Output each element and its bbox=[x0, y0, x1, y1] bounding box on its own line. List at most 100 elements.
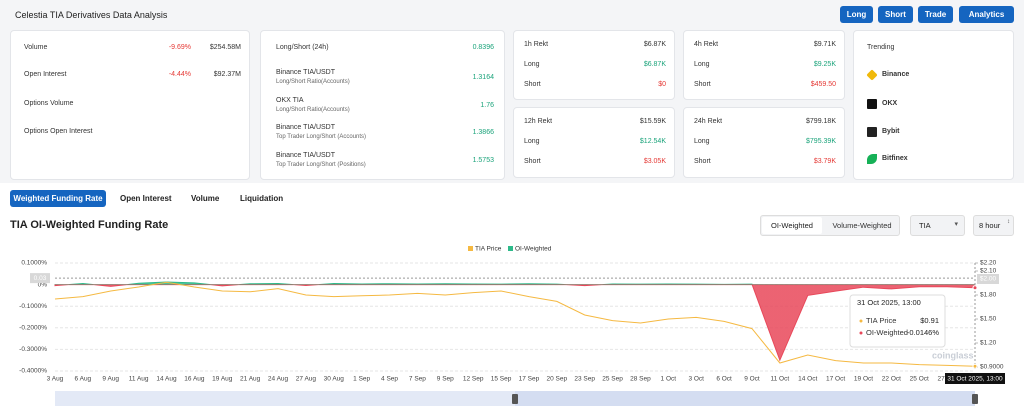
exchange-name[interactable]: Binance bbox=[882, 71, 910, 78]
crosshair-label-bg bbox=[977, 274, 999, 284]
y-tick-label: 0.1000% bbox=[21, 260, 47, 267]
exchange-icon bbox=[867, 127, 877, 137]
ratio-value: 0.8396 bbox=[472, 44, 494, 51]
rekt-short: $3.79K bbox=[813, 158, 836, 165]
x-tick-label: 21 Aug bbox=[240, 376, 261, 383]
hover-dot bbox=[972, 285, 978, 291]
exchange-icon bbox=[867, 99, 877, 109]
tooltip: 31 Oct 2025, 13:00 TIA Price $0.91 OI-Weigh… bbox=[849, 294, 946, 348]
tooltip-box bbox=[849, 294, 946, 348]
tab[interactable]: Open Interest bbox=[120, 194, 172, 203]
nav-button[interactable]: Long bbox=[840, 6, 873, 23]
nav-button[interactable]: Analytics bbox=[959, 6, 1014, 23]
rekt-card: 24h Rekt $799.18K Long $795.39K Short $3.79K bbox=[683, 107, 845, 178]
rekt-short-label: Short bbox=[694, 81, 711, 88]
y-tick-label: 0% bbox=[38, 281, 48, 288]
tab[interactable]: Liquidation bbox=[240, 194, 284, 203]
navigator-window bbox=[515, 391, 975, 406]
ratio-sub: Top Trader Long/Short (Accounts) bbox=[276, 134, 367, 140]
nav-button[interactable]: Trade bbox=[918, 6, 953, 23]
exchange-icon bbox=[867, 154, 877, 164]
y2-tick-label: $2.20 bbox=[980, 260, 997, 267]
rekt-total: $799.18K bbox=[806, 118, 836, 125]
exchange-name[interactable]: Bitfinex bbox=[882, 155, 908, 162]
x-tick-label: 25 Oct bbox=[910, 376, 929, 383]
tab[interactable]: Volume bbox=[191, 194, 220, 203]
caret: ↕ bbox=[1007, 219, 1010, 225]
tab[interactable]: Weighted Funding Rate bbox=[10, 190, 106, 207]
tooltip-name: TIA Price bbox=[866, 316, 896, 325]
tooltip-dot bbox=[858, 330, 864, 336]
x-tick-label: 17 Sep bbox=[519, 376, 540, 383]
x-tick-label: 25 Sep bbox=[602, 376, 623, 383]
coin-select[interactable]: TIA ▾ bbox=[910, 215, 965, 236]
exchange-name[interactable]: OKX bbox=[882, 100, 898, 107]
x-tick-label: 1 Oct bbox=[661, 376, 677, 383]
x-tick-label: 3 Oct bbox=[688, 376, 704, 383]
ratio-value: 1.3866 bbox=[472, 129, 494, 136]
ratio-value: 1.5753 bbox=[472, 157, 494, 164]
tooltip-name: OI-Weighted bbox=[866, 328, 908, 337]
stat-value: $254.58M bbox=[209, 44, 241, 51]
x-tick-label: 1 Sep bbox=[353, 376, 370, 383]
y-tick-label: -0.3000% bbox=[19, 346, 47, 353]
watermark: coinglass bbox=[932, 350, 974, 360]
trending-card: Trending Binance OKX Bybit Bitfinex bbox=[853, 30, 1014, 180]
mode-option[interactable]: OI-Weighted bbox=[762, 217, 822, 234]
interval-select[interactable]: 8 hour ↕ bbox=[973, 215, 1014, 236]
legend-swatch bbox=[508, 246, 513, 251]
ratio-sub: Long/Short Ratio(Accounts) bbox=[276, 107, 350, 113]
x-tick-label: 6 Oct bbox=[716, 376, 732, 383]
stat-label: Options Volume bbox=[24, 100, 74, 107]
crosshair-x-bg bbox=[945, 373, 1005, 384]
y2-tick-label: $1.80 bbox=[980, 292, 997, 299]
rekt-short: $459.50 bbox=[810, 81, 836, 88]
caret: ▾ bbox=[954, 221, 958, 228]
rekt-short-label: Short bbox=[694, 158, 711, 165]
y-tick-label: -0.1000% bbox=[19, 303, 47, 310]
x-tick-label: 15 Sep bbox=[491, 376, 512, 383]
x-tick-label: 3 Aug bbox=[47, 376, 64, 383]
rekt-short: $3.05K bbox=[643, 158, 666, 165]
rekt-title: 24h Rekt bbox=[694, 118, 723, 125]
rekt-title: 1h Rekt bbox=[524, 41, 549, 48]
x-tick-label: 7 Sep bbox=[409, 376, 426, 383]
x-tick-label: 17 Oct bbox=[826, 376, 845, 383]
x-tick-label: 9 Sep bbox=[437, 376, 454, 383]
x-tick-label: 12 Sep bbox=[463, 376, 484, 383]
navigator-handle bbox=[512, 394, 518, 404]
rekt-short-label: Short bbox=[524, 81, 541, 88]
stat-change: -9.69% bbox=[168, 44, 191, 51]
rekt-card: 1h Rekt $6.87K Long $6.87K Short $0 bbox=[513, 30, 675, 100]
x-tick-label: 24 Aug bbox=[268, 376, 289, 383]
rekt-short-label: Short bbox=[524, 158, 541, 165]
ratio-sub: Long/Short Ratio(Accounts) bbox=[276, 79, 350, 85]
tooltip-value: $0.91 bbox=[920, 316, 939, 325]
funding-area bbox=[54, 281, 976, 362]
trending-title: Trending bbox=[867, 44, 895, 51]
stat-change: -4.44% bbox=[168, 71, 191, 78]
rekt-long: $6.87K bbox=[643, 61, 666, 68]
stat-value: $92.37M bbox=[213, 71, 241, 78]
rekt-long-label: Long bbox=[524, 61, 540, 68]
legend-label: OI-Weighted bbox=[515, 246, 552, 253]
tooltip-value: -0.0146% bbox=[907, 328, 939, 337]
x-tick-label: 27 Aug bbox=[296, 376, 317, 383]
y-tick-label: -0.4000% bbox=[19, 368, 47, 375]
exchange-icon bbox=[866, 69, 878, 81]
mode-option[interactable]: Volume-Weighted bbox=[832, 221, 892, 230]
ratio-label: Long/Short (24h) bbox=[276, 44, 329, 51]
crosshair-x-label: 31 Oct 2025, 13:00 bbox=[947, 376, 1003, 383]
x-tick-label: 19 Aug bbox=[212, 376, 233, 383]
hover-dot bbox=[972, 363, 978, 369]
stat-label: Open Interest bbox=[24, 71, 67, 78]
rekt-title: 12h Rekt bbox=[524, 118, 553, 125]
price-line bbox=[54, 281, 976, 367]
nav-button[interactable]: Short bbox=[878, 6, 913, 23]
exchange-name[interactable]: Bybit bbox=[882, 128, 900, 135]
rekt-title: 4h Rekt bbox=[694, 41, 719, 48]
ratio-label: OKX TIA bbox=[276, 97, 304, 104]
rekt-long: $795.39K bbox=[806, 138, 836, 145]
x-tick-label: 4 Sep bbox=[381, 376, 398, 383]
ratio-value: 1.3164 bbox=[472, 74, 494, 81]
